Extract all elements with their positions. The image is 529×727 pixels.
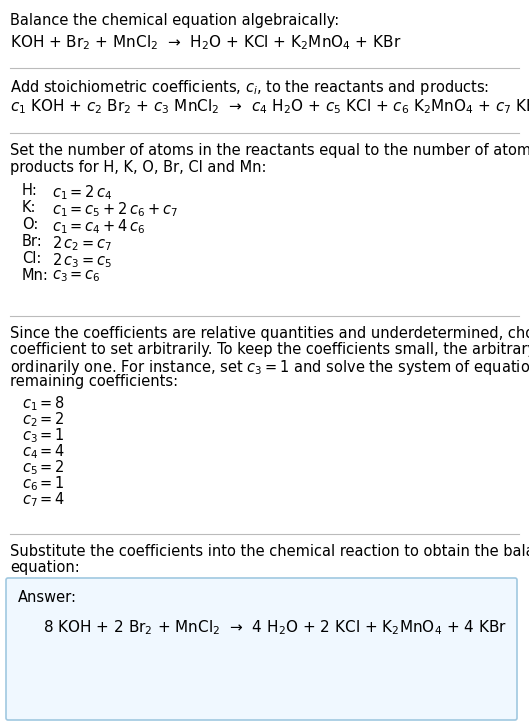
Text: $c_6 = 1$: $c_6 = 1$ [22,474,65,493]
Text: Cl:: Cl: [22,251,41,266]
Text: $c_1 = c_4 + 4\,c_6$: $c_1 = c_4 + 4\,c_6$ [52,217,145,236]
Text: products for H, K, O, Br, Cl and Mn:: products for H, K, O, Br, Cl and Mn: [10,160,267,175]
Text: $c_4 = 4$: $c_4 = 4$ [22,442,66,461]
Text: remaining coefficients:: remaining coefficients: [10,374,178,389]
Text: $c_1 = c_5 + 2\,c_6 + c_7$: $c_1 = c_5 + 2\,c_6 + c_7$ [52,200,178,219]
Text: Add stoichiometric coefficients, $c_i$, to the reactants and products:: Add stoichiometric coefficients, $c_i$, … [10,78,489,97]
Text: $c_7 = 4$: $c_7 = 4$ [22,490,66,509]
Text: Since the coefficients are relative quantities and underdetermined, choose a: Since the coefficients are relative quan… [10,326,529,341]
Text: H:: H: [22,183,38,198]
Text: Balance the chemical equation algebraically:: Balance the chemical equation algebraica… [10,13,339,28]
Text: $c_2 = 2$: $c_2 = 2$ [22,410,65,429]
Text: O:: O: [22,217,39,232]
Text: $c_3 = c_6$: $c_3 = c_6$ [52,268,101,284]
Text: $2\,c_2 = c_7$: $2\,c_2 = c_7$ [52,234,112,253]
Text: $c_1 = 2\,c_4$: $c_1 = 2\,c_4$ [52,183,113,201]
Text: $c_1 = 8$: $c_1 = 8$ [22,394,65,413]
Text: Answer:: Answer: [18,590,77,605]
FancyBboxPatch shape [6,578,517,720]
Text: 8 KOH + 2 Br$_2$ + MnCl$_2$  →  4 H$_2$O + 2 KCl + K$_2$MnO$_4$ + 4 KBr: 8 KOH + 2 Br$_2$ + MnCl$_2$ → 4 H$_2$O +… [43,618,507,637]
Text: ordinarily one. For instance, set $c_3 = 1$ and solve the system of equations fo: ordinarily one. For instance, set $c_3 =… [10,358,529,377]
Text: coefficient to set arbitrarily. To keep the coefficients small, the arbitrary va: coefficient to set arbitrarily. To keep … [10,342,529,357]
Text: equation:: equation: [10,560,80,575]
Text: Mn:: Mn: [22,268,49,283]
Text: Br:: Br: [22,234,43,249]
Text: $c_3 = 1$: $c_3 = 1$ [22,426,65,445]
Text: $c_1$ KOH + $c_2$ Br$_2$ + $c_3$ MnCl$_2$  →  $c_4$ H$_2$O + $c_5$ KCl + $c_6$ K: $c_1$ KOH + $c_2$ Br$_2$ + $c_3$ MnCl$_2… [10,97,529,116]
Text: KOH + Br$_2$ + MnCl$_2$  →  H$_2$O + KCl + K$_2$MnO$_4$ + KBr: KOH + Br$_2$ + MnCl$_2$ → H$_2$O + KCl +… [10,33,402,52]
Text: Substitute the coefficients into the chemical reaction to obtain the balanced: Substitute the coefficients into the che… [10,544,529,559]
Text: Set the number of atoms in the reactants equal to the number of atoms in the: Set the number of atoms in the reactants… [10,143,529,158]
Text: $c_5 = 2$: $c_5 = 2$ [22,458,65,477]
Text: K:: K: [22,200,37,215]
Text: $2\,c_3 = c_5$: $2\,c_3 = c_5$ [52,251,112,270]
